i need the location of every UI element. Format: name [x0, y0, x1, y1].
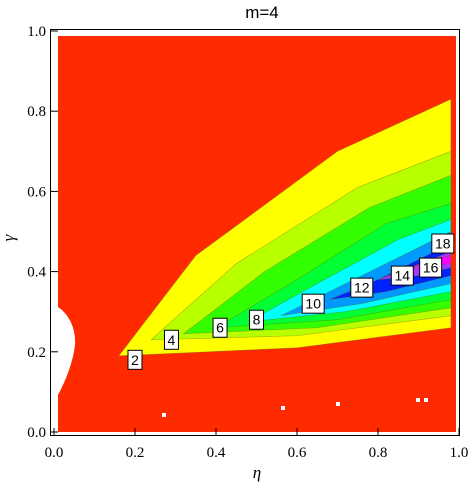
y-axis-title: γ — [0, 233, 18, 241]
y-tick-label: 0.6 — [27, 184, 46, 200]
x-tick-label: 1.0 — [450, 445, 469, 461]
contour-label: 18 — [431, 233, 455, 254]
white-hole-left — [58, 307, 76, 395]
x-tick-label: 0.2 — [126, 445, 145, 461]
x-tick-label: 0.0 — [45, 445, 64, 461]
contour-label-box — [163, 329, 179, 350]
contour-label: 8 — [249, 309, 264, 330]
contour-label-text: 2 — [131, 352, 139, 368]
x-axis-title: η — [253, 463, 261, 482]
contour-label-text: 4 — [168, 332, 176, 348]
y-tick-label: 0.2 — [27, 345, 46, 361]
contour-label-box — [350, 277, 374, 298]
contour-label-box — [419, 257, 443, 278]
white-specks — [162, 398, 428, 417]
white-speck — [281, 406, 285, 410]
y-tick-label: 0.8 — [27, 104, 46, 120]
y-tick-label: 0.4 — [27, 265, 46, 281]
x-tick-label: 0.8 — [369, 445, 388, 461]
y-tick-label: 1.0 — [27, 24, 46, 40]
white-speck — [162, 413, 166, 417]
contour-label: 14 — [390, 265, 414, 286]
contour-labels: 2 4 6 8 10 12 14 16 18 — [127, 233, 455, 370]
white-speck — [416, 398, 420, 402]
contour-label: 4 — [163, 329, 179, 350]
contour-label-text: 10 — [305, 296, 321, 312]
white-speck — [424, 398, 428, 402]
contour-label-text: 8 — [253, 312, 261, 328]
contour-label-text: 6 — [216, 320, 224, 336]
plot-area: 2 4 6 8 10 12 14 16 18 — [58, 36, 456, 432]
contour-label-text: 16 — [423, 260, 439, 276]
plot-frame — [50, 29, 460, 436]
x-tick-label: 0.6 — [288, 445, 307, 461]
contour-label-box — [249, 309, 264, 330]
contour-label: 16 — [419, 257, 443, 278]
axis-ticks: 0.0 0.2 0.4 0.6 0.8 1.0 0.0 0.2 0.4 0.6 0.8 1.0 — [27, 24, 468, 461]
y-tick-label: 0.0 — [27, 425, 46, 441]
x-tick-label: 0.4 — [207, 445, 226, 461]
contour-label-box — [301, 293, 325, 314]
contour-band-10 — [248, 219, 452, 323]
contour-label: 2 — [127, 349, 143, 370]
contour-label: 10 — [301, 293, 325, 314]
chart-title: m=4 — [245, 3, 279, 22]
contour-label-text: 18 — [435, 236, 451, 252]
contour-label-text: 14 — [395, 268, 411, 284]
contour-label-text: 12 — [354, 280, 370, 296]
contour-label: 12 — [350, 277, 374, 298]
white-speck — [336, 402, 340, 406]
contour-label-box — [212, 317, 228, 338]
contour-label-box — [390, 265, 414, 286]
contour-label: 6 — [212, 317, 228, 338]
contour-label-box — [431, 233, 455, 254]
contour-label-box — [127, 349, 143, 370]
